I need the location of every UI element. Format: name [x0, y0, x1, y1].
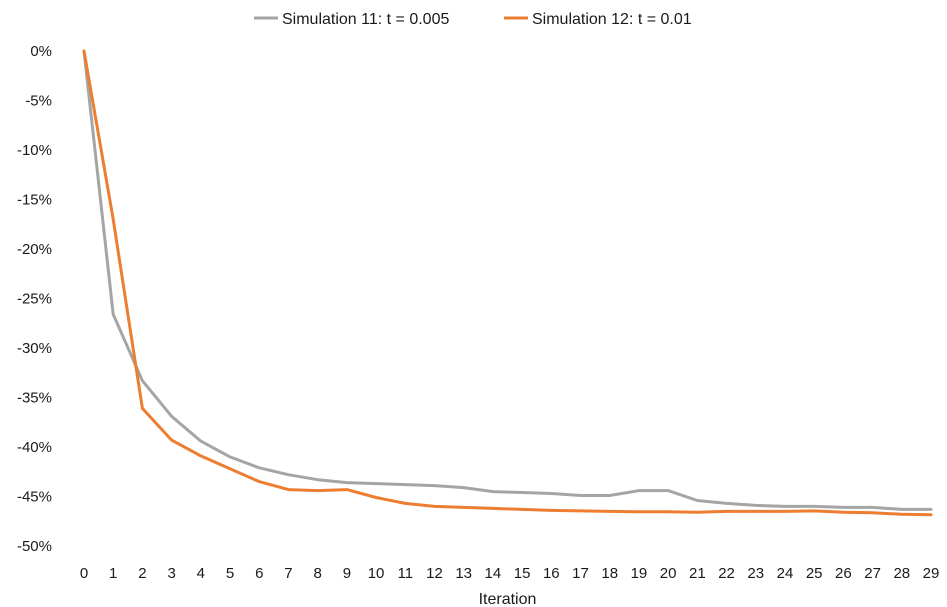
x-tick-label: 12 [426, 565, 443, 582]
y-tick-label: -5% [25, 93, 52, 110]
x-tick-label: 15 [514, 565, 531, 582]
x-tick-label: 8 [313, 565, 321, 582]
y-tick-label: -40% [17, 439, 52, 456]
x-tick-label: 10 [368, 565, 385, 582]
x-tick-label: 18 [601, 565, 618, 582]
x-tick-label: 17 [572, 565, 589, 582]
x-tick-label: 3 [167, 565, 175, 582]
y-tick-label: -30% [17, 340, 52, 357]
x-tick-label: 0 [80, 565, 88, 582]
x-tick-label: 9 [343, 565, 351, 582]
legend: Simulation 11: t = 0.005 Simulation 12: t… [254, 11, 692, 28]
x-tick-label: 24 [777, 565, 794, 582]
y-axis-ticks: 0% -5% -10% -15% -20% -25% -30% -35% -40% -45% -50… [17, 43, 52, 555]
x-tick-label: 16 [543, 565, 560, 582]
x-tick-label: 20 [660, 565, 677, 582]
x-tick-label: 1 [109, 565, 117, 582]
x-tick-label: 11 [397, 565, 413, 582]
y-tick-label: -35% [17, 390, 52, 407]
x-tick-label: 2 [138, 565, 146, 582]
x-axis-title: Iteration [479, 591, 537, 607]
x-axis-ticks: 0 1 2 3 4 5 6 7 8 9 10 11 12 13 14 15 16 17 18 19 20 21 22 23 24… [80, 565, 940, 582]
x-tick-label: 22 [718, 565, 735, 582]
legend-label-2: Simulation 12: t = 0.01 [532, 11, 692, 28]
x-tick-label: 7 [284, 565, 292, 582]
y-tick-label: 0% [30, 43, 52, 60]
x-tick-label: 5 [226, 565, 234, 582]
legend-label-1: Simulation 11: t = 0.005 [282, 11, 449, 28]
y-tick-label: -20% [17, 241, 52, 258]
x-tick-label: 21 [689, 565, 706, 582]
series-lines [82, 49, 933, 517]
x-tick-label: 14 [485, 565, 502, 582]
x-tick-label: 4 [197, 565, 205, 582]
x-tick-label: 29 [923, 565, 940, 582]
y-tick-label: -50% [17, 538, 52, 555]
x-tick-label: 13 [455, 565, 472, 582]
x-tick-label: 27 [864, 565, 881, 582]
x-tick-label: 25 [806, 565, 823, 582]
x-tick-label: 19 [631, 565, 648, 582]
x-tick-label: 6 [255, 565, 263, 582]
y-tick-label: -15% [17, 192, 52, 209]
x-tick-label: 28 [893, 565, 910, 582]
x-tick-label: 23 [747, 565, 764, 582]
y-tick-label: -10% [17, 142, 52, 159]
y-tick-label: -45% [17, 489, 52, 506]
x-tick-label: 26 [835, 565, 852, 582]
series-line-1 [82, 49, 933, 511]
y-tick-label: -25% [17, 291, 52, 308]
series-line-2 [82, 49, 933, 517]
